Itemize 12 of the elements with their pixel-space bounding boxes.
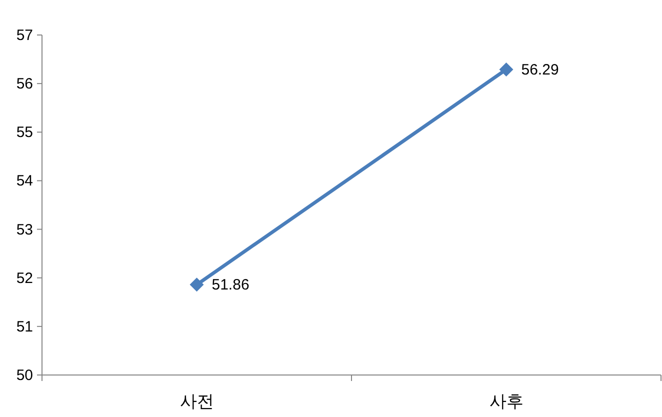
y-tick-label: 56 bbox=[16, 76, 33, 93]
y-tick-label: 50 bbox=[16, 367, 33, 384]
y-tick-label: 53 bbox=[16, 221, 33, 238]
x-tick-label: 사후 bbox=[489, 392, 524, 411]
data-label: 56.29 bbox=[521, 61, 559, 78]
y-tick-label: 52 bbox=[16, 270, 33, 287]
y-tick-label: 55 bbox=[16, 124, 33, 142]
x-tick-label: 사전 bbox=[180, 392, 214, 411]
data-label: 51.86 bbox=[212, 276, 250, 294]
y-tick-label: 57 bbox=[16, 27, 33, 44]
y-tick-label: 51 bbox=[16, 318, 33, 336]
y-tick-label: 54 bbox=[16, 172, 33, 190]
